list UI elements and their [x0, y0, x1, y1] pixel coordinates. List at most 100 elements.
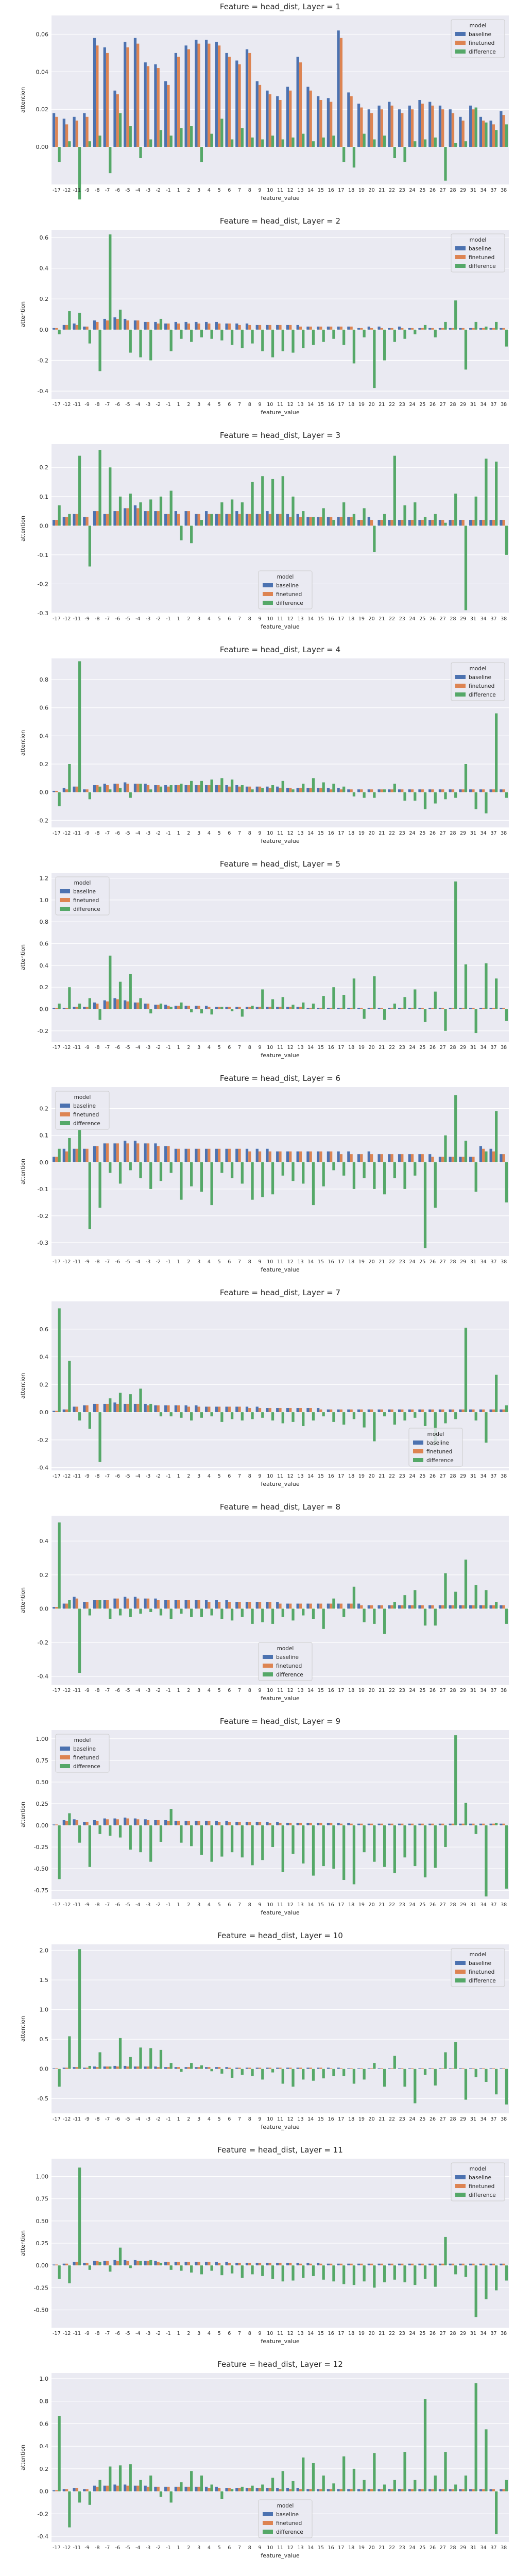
x-tick-label: 1: [177, 402, 180, 408]
bar-difference-1: [180, 1002, 183, 1009]
y-tick-label: -0.1: [38, 552, 48, 558]
x-tick-label: 28: [450, 1045, 456, 1050]
bar-difference--11: [78, 1949, 81, 2069]
bar-difference-27: [444, 1009, 447, 1031]
bar-finetuned--6: [116, 2261, 119, 2266]
bar-baseline-22: [388, 1154, 391, 1162]
x-tick-label: 31: [470, 1259, 476, 1265]
x-tick-label: 26: [430, 402, 436, 408]
bar-finetuned-22: [390, 105, 393, 147]
bar-finetuned-15: [319, 1822, 322, 1826]
bar-finetuned-1: [177, 514, 180, 526]
x-tick-label: 25: [419, 188, 425, 193]
bar-baseline-13: [296, 2488, 299, 2492]
bar-difference-2: [190, 1009, 193, 1012]
legend-swatch-difference: [455, 2193, 466, 2197]
bar-baseline-6: [225, 323, 228, 330]
bar-finetuned-12: [289, 325, 292, 330]
bar-baseline-21: [377, 326, 381, 330]
bar-difference-12: [291, 2265, 295, 2281]
bar-finetuned-2: [187, 323, 191, 330]
bar-finetuned-10: [268, 1822, 271, 1826]
x-tick-label: 2: [187, 2331, 190, 2336]
bar-baseline-11: [276, 2067, 279, 2069]
bar-difference-2: [190, 781, 193, 792]
x-tick-label: 21: [379, 1902, 385, 1908]
bar-baseline--12: [62, 2489, 65, 2492]
bar-finetuned-7: [238, 1822, 241, 1826]
bar-finetuned-34: [482, 1823, 485, 1826]
bar-difference-37: [495, 713, 498, 792]
bar-difference-6: [230, 1412, 234, 1419]
bar-finetuned--6: [116, 2485, 119, 2492]
bar-baseline--1: [164, 1820, 167, 1826]
bar-baseline--8: [93, 2066, 96, 2069]
x-tick-label: 34: [480, 1688, 487, 1693]
bar-difference-17: [342, 2069, 346, 2076]
bar-finetuned-18: [350, 517, 353, 526]
x-tick-label: -5: [125, 1045, 130, 1050]
bar-difference-11: [281, 1608, 284, 1617]
x-tick-label: -3: [146, 2116, 150, 2122]
x-tick-label: 29: [460, 188, 466, 193]
x-tick-label: 17: [338, 2331, 344, 2336]
bar-difference-13: [302, 2265, 305, 2278]
x-tick-label: 11: [277, 1473, 283, 1479]
bar-baseline--3: [144, 2066, 147, 2069]
x-tick-label: 23: [399, 1688, 405, 1693]
bar-baseline-16: [327, 788, 330, 792]
bar-baseline-19: [357, 1409, 360, 1413]
bar-difference-1: [180, 128, 183, 147]
bar-difference--7: [109, 467, 112, 526]
bar-finetuned-16: [330, 2263, 333, 2266]
x-tick-label: -7: [105, 2331, 110, 2336]
bar-baseline-3: [195, 40, 198, 147]
bar-baseline-15: [317, 2262, 320, 2266]
bar-baseline-20: [367, 517, 370, 526]
bar-finetuned--7: [106, 1600, 109, 1609]
x-tick-label: 8: [248, 188, 251, 193]
bar-baseline-18: [347, 92, 350, 147]
x-tick-label: -5: [125, 831, 130, 836]
legend-label-finetuned: finetuned: [73, 897, 99, 904]
bar-baseline--3: [144, 2485, 147, 2492]
legend-swatch-finetuned: [455, 41, 466, 45]
x-tick-label: 4: [208, 188, 211, 193]
bar-baseline-16: [327, 1008, 330, 1009]
bar-difference--6: [118, 788, 122, 792]
bar-finetuned-16: [330, 101, 333, 147]
bar-finetuned-11: [279, 514, 282, 526]
x-tick-label: 14: [307, 1688, 314, 1693]
x-tick-label: 28: [450, 1473, 456, 1479]
bar-baseline-1: [174, 511, 178, 526]
bar-finetuned--2: [157, 68, 160, 147]
bar-difference--1: [169, 1162, 173, 1173]
bar-difference-29: [464, 526, 468, 611]
bar-finetuned-31: [472, 1823, 475, 1826]
x-tick-label: 21: [379, 188, 385, 193]
x-tick-label: 34: [480, 1473, 487, 1479]
bar-difference-13: [302, 1608, 305, 1616]
x-tick-label: 26: [430, 2116, 436, 2122]
bar-difference--17: [58, 1308, 61, 1413]
y-tick-label: -0.4: [38, 2533, 48, 2540]
bar-difference-3: [200, 329, 203, 337]
legend-title: model: [470, 2166, 487, 2172]
bar-baseline-4: [204, 321, 208, 330]
x-axis-label: feature_value: [261, 1266, 299, 1273]
bar-finetuned-25: [421, 1605, 424, 1609]
bar-difference-6: [230, 2069, 234, 2078]
x-tick-label: 34: [480, 402, 487, 408]
x-tick-label: 12: [287, 2331, 294, 2336]
bar-baseline--7: [103, 1143, 106, 1162]
y-tick-label: 0.0: [40, 1159, 49, 1166]
bar-difference-15: [322, 2475, 325, 2492]
x-tick-label: 17: [338, 1473, 344, 1479]
bar-baseline--1: [164, 81, 167, 147]
legend-box: [451, 662, 505, 701]
bar-finetuned-19: [360, 1823, 363, 1826]
bar-difference--11: [78, 1130, 81, 1162]
bar-difference--6: [118, 310, 122, 330]
